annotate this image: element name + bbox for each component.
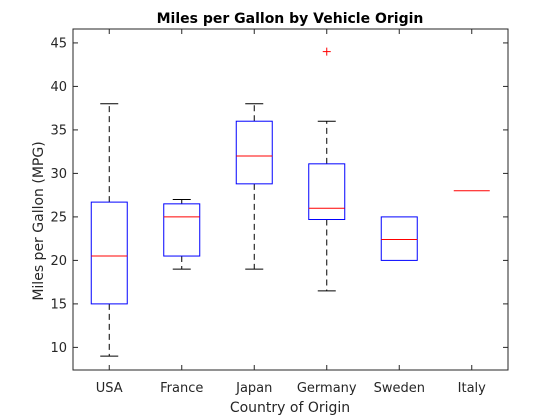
x-axis-label: Country of Origin [230, 400, 350, 416]
box-group [380, 216, 418, 261]
x-tick-label: Italy [458, 381, 487, 396]
outlier-marker [322, 47, 331, 56]
x-tick-label: Japan [235, 381, 272, 396]
box-group [90, 103, 128, 357]
plot-frame [72, 28, 509, 371]
box-group [163, 199, 201, 270]
x-tick-label: France [160, 381, 203, 396]
box-iqr [308, 163, 346, 221]
box-group [308, 47, 346, 292]
y-tick-label: 25 [50, 210, 67, 225]
x-tick-label: USA [96, 381, 123, 396]
y-tick-label: 30 [50, 167, 67, 182]
x-tick-label: Sweden [374, 381, 425, 396]
box-series [90, 47, 490, 357]
x-tick-label: Germany [297, 381, 357, 396]
y-tick-label: 15 [50, 297, 67, 312]
chart-title: Miles per Gallon by Vehicle Origin [157, 11, 424, 27]
y-tick-label: 10 [50, 341, 67, 356]
plot-area [72, 28, 509, 371]
x-axis: USA France Japan Germany Sweden Italy [96, 29, 486, 396]
y-tick-label: 45 [50, 36, 67, 51]
box-group [235, 103, 273, 270]
y-tick-label: 40 [50, 80, 67, 95]
box-iqr [235, 120, 273, 185]
box-iqr [163, 203, 201, 257]
y-tick-label: 35 [50, 123, 67, 138]
box-iqr [90, 201, 128, 305]
y-axis-label: Miles per Gallon (MPG) [31, 141, 47, 300]
box-iqr [380, 216, 418, 261]
y-tick-label: 20 [50, 254, 67, 269]
y-axis: 10 15 20 25 30 35 40 45 [50, 36, 508, 356]
